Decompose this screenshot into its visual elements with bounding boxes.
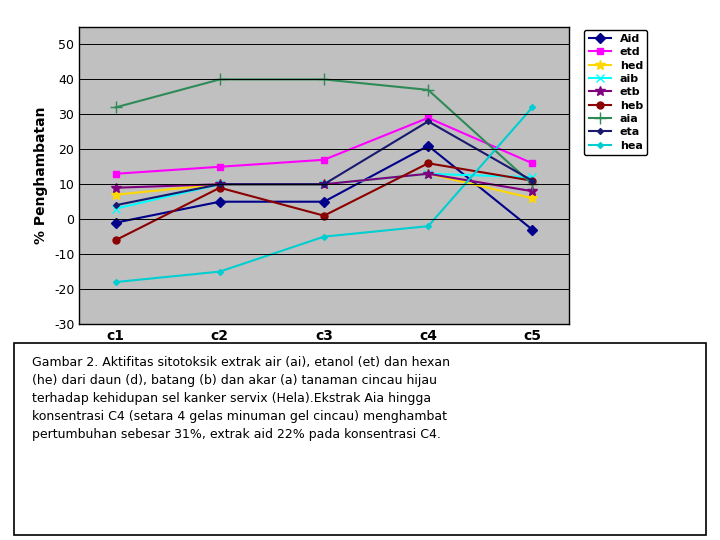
aib: [112, 205, 120, 212]
FancyBboxPatch shape: [14, 343, 706, 535]
Line: Aid: Aid: [112, 143, 536, 233]
eta: [528, 178, 536, 184]
hed: [528, 195, 536, 201]
etb: [215, 181, 224, 187]
aib: [215, 181, 224, 187]
Line: heb: heb: [112, 160, 536, 244]
hed: [215, 181, 224, 187]
Line: eta: eta: [114, 119, 534, 207]
etd: [112, 171, 120, 177]
hea: [424, 223, 433, 230]
hea: [320, 233, 328, 240]
Aid: [215, 199, 224, 205]
aib: [424, 171, 433, 177]
aia: [424, 86, 433, 93]
eta: [320, 181, 328, 187]
Aid: [320, 199, 328, 205]
etd: [528, 160, 536, 166]
hea: [112, 279, 120, 285]
heb: [215, 185, 224, 191]
aia: [320, 76, 328, 83]
etd: [215, 164, 224, 170]
aib: [528, 174, 536, 180]
aib: [320, 181, 328, 187]
hed: [424, 171, 433, 177]
Aid: [112, 219, 120, 226]
heb: [320, 212, 328, 219]
Legend: Aid, etd, hed, aib, etb, heb, aia, eta, hea: Aid, etd, hed, aib, etb, heb, aia, eta, …: [584, 30, 647, 155]
Line: hed: hed: [111, 169, 537, 203]
heb: [424, 160, 433, 166]
eta: [424, 118, 433, 125]
eta: [112, 202, 120, 208]
heb: [112, 237, 120, 244]
aia: [215, 76, 224, 83]
aia: [528, 181, 536, 187]
Text: Gambar 2. Aktifitas sitotoksik extrak air (ai), etanol (et) dan hexan
(he) dari : Gambar 2. Aktifitas sitotoksik extrak ai…: [32, 356, 450, 441]
hea: [528, 104, 536, 111]
hea: [215, 268, 224, 275]
Line: etd: etd: [112, 114, 536, 177]
Line: hea: hea: [114, 105, 534, 284]
Line: aia: aia: [110, 74, 538, 190]
etb: [320, 181, 328, 187]
etd: [320, 157, 328, 163]
Y-axis label: % Penghambatan: % Penghambatan: [35, 107, 48, 244]
Aid: [528, 226, 536, 233]
hed: [320, 181, 328, 187]
heb: [528, 178, 536, 184]
Aid: [424, 143, 433, 149]
etd: [424, 114, 433, 121]
Line: etb: etb: [111, 169, 537, 196]
Line: aib: aib: [112, 170, 536, 213]
etb: [424, 171, 433, 177]
etb: [528, 188, 536, 194]
etb: [112, 185, 120, 191]
aia: [112, 104, 120, 111]
hed: [112, 192, 120, 198]
eta: [215, 181, 224, 187]
X-axis label: Konsentrasi: Konsentrasi: [273, 348, 375, 363]
